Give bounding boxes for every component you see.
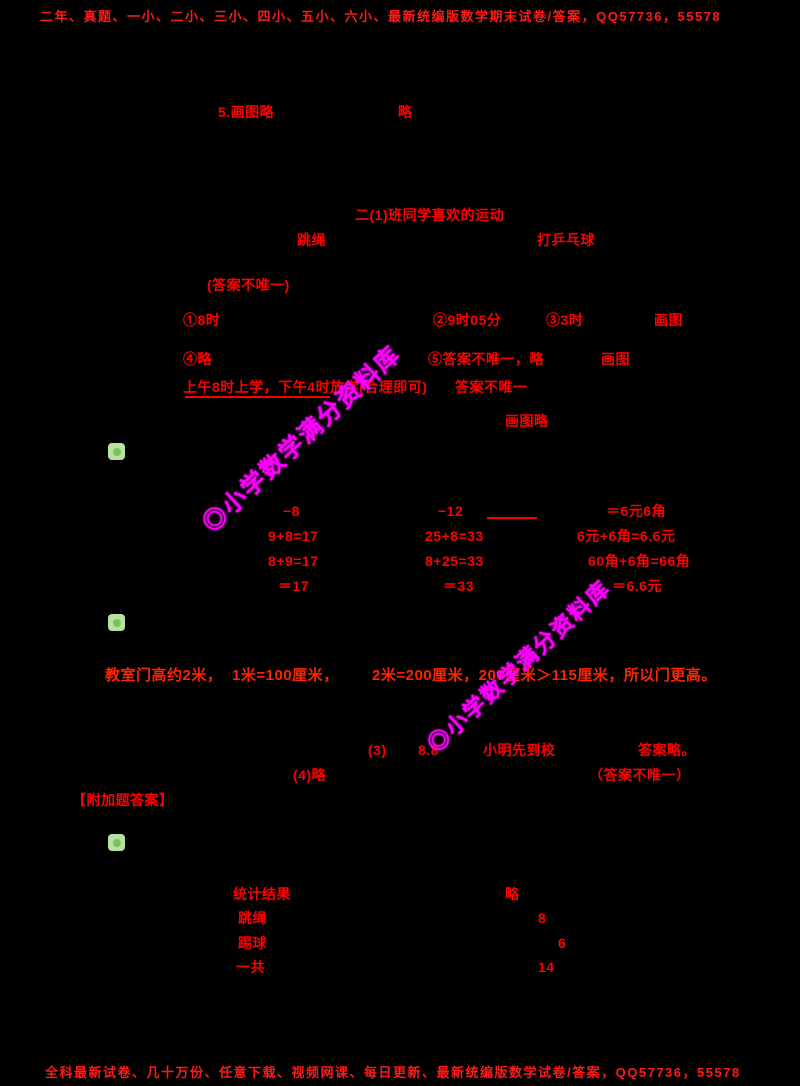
section3-value: 8.8 bbox=[418, 742, 439, 758]
bonus-title: 【附加题答案】 bbox=[72, 792, 174, 808]
answer-item-4: ④略 bbox=[183, 351, 212, 367]
answer-item-3: ③3时 bbox=[546, 312, 584, 328]
table-row-0-right: 略 bbox=[505, 886, 520, 902]
survey-left-label: 跳绳 bbox=[297, 232, 326, 248]
sticker-icon bbox=[108, 614, 125, 631]
table-row-3-left: 一共 bbox=[236, 959, 265, 975]
answer-schedule-note: 答案不唯一 bbox=[455, 379, 528, 395]
answer-q5: 5.画图略 bbox=[218, 104, 275, 120]
equation-c1-r4: ＝17 bbox=[278, 578, 310, 594]
watermark-diagonal-1: ◎小学数学满分资料库 bbox=[197, 340, 407, 538]
equation-c2-r4: ＝33 bbox=[443, 578, 475, 594]
sticker-dot-icon bbox=[112, 447, 121, 456]
emphasis-part-1: 教室门高约2米， bbox=[105, 667, 223, 684]
survey-right-label: 打乒乓球 bbox=[537, 232, 595, 248]
watermark-diagonal-2: ◎小学数学满分资料库 bbox=[422, 575, 616, 758]
answer-item-1: ①8时 bbox=[183, 312, 221, 328]
section3-text: 小明先到校 bbox=[483, 742, 556, 758]
answer-item-3-note: 画图 bbox=[654, 312, 683, 328]
equation-c1-r1: −8 bbox=[283, 503, 300, 519]
sticker-icon bbox=[108, 443, 125, 460]
equation-c2-r1: −12 bbox=[438, 503, 464, 519]
table-row-1-left: 跳绳 bbox=[238, 910, 267, 926]
underline-rule bbox=[185, 396, 330, 398]
table-row-0-left: 统计结果 bbox=[233, 886, 291, 902]
table-row-2-right: 6 bbox=[558, 935, 567, 951]
sticker-dot-icon bbox=[112, 838, 121, 847]
equation-c3-r4: ＝6.6元 bbox=[612, 578, 662, 594]
equation-c2-r3: 8+25=33 bbox=[425, 553, 484, 569]
table-row-3-right: 14 bbox=[538, 959, 555, 975]
answer-draw-note: 画图略 bbox=[505, 413, 549, 429]
equation-rule bbox=[487, 517, 537, 519]
equation-c1-r3: 8+9=17 bbox=[268, 553, 319, 569]
sticker-dot-icon bbox=[112, 618, 121, 627]
equation-c3-r2: 6元+6角=6.6元 bbox=[577, 528, 676, 544]
equation-c2-r2: 25+8=33 bbox=[425, 528, 484, 544]
answer-q5-note: 略 bbox=[398, 104, 413, 120]
equation-c3-r1: ＝6元6角 bbox=[606, 503, 667, 519]
section4-note: （答案不唯一） bbox=[589, 767, 691, 783]
section3-note: 答案略。 bbox=[638, 742, 696, 758]
footer-banner: 全科最新试卷、几十万份、任意下载、视频网课、每日更新、最新统编版数学试卷/答案，… bbox=[45, 1065, 741, 1080]
equation-c1-r2: 9+8=17 bbox=[268, 528, 319, 544]
equation-c3-r3: 60角+6角=66角 bbox=[588, 553, 691, 569]
section3-label: (3) bbox=[368, 742, 387, 758]
answer-item-5: ⑤答案不唯一，略 bbox=[428, 351, 544, 367]
table-row-1-right: 8 bbox=[538, 910, 547, 926]
section4-label: (4)略 bbox=[293, 767, 327, 783]
survey-title: 二(1)班同学喜欢的运动 bbox=[355, 207, 505, 223]
header-banner: 二年、真题、一小、二小、三小、四小、五小、六小、最新统编版数学期末试卷/答案，Q… bbox=[40, 9, 722, 24]
emphasis-part-2: 1米=100厘米， bbox=[232, 667, 339, 684]
table-row-2-left: 踢球 bbox=[238, 935, 267, 951]
note-not-unique: (答案不唯一) bbox=[207, 277, 290, 293]
answer-item-2: ②9时05分 bbox=[433, 312, 502, 328]
answer-item-5-note: 画图 bbox=[601, 351, 630, 367]
emphasis-part-3: 2米=200厘米，200厘米＞115厘米，所以门更高。 bbox=[372, 667, 717, 684]
sticker-icon bbox=[108, 834, 125, 851]
answer-schedule: 上午8时上学，下午4时放学(合理即可) bbox=[183, 379, 428, 395]
